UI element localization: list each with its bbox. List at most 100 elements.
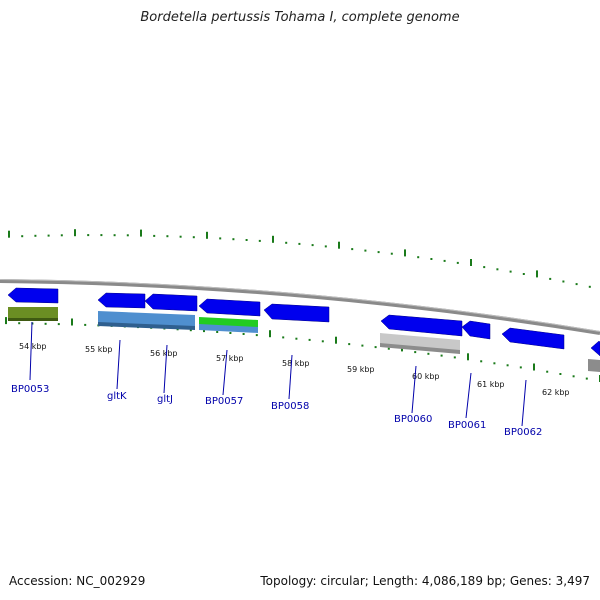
gene-arrow[interactable]	[590, 340, 600, 357]
leader-line	[411, 365, 417, 414]
feature-bar-olive-shade	[8, 318, 58, 321]
minor-tick	[324, 245, 327, 248]
minor-tick	[84, 323, 87, 326]
forward-strand-genes	[7, 287, 600, 357]
minor-tick	[232, 238, 235, 241]
minor-tick	[176, 328, 179, 331]
leader-line	[116, 339, 121, 390]
minor-tick	[519, 366, 522, 369]
feature-bar-gray-shade	[380, 343, 460, 354]
genome-backbone	[0, 279, 600, 335]
gene-label[interactable]: BP0058	[271, 401, 309, 412]
minor-tick	[575, 283, 578, 286]
feature-bar-gray-right[interactable]	[588, 359, 600, 372]
feature-bar-gray[interactable]	[380, 333, 460, 352]
major-tick	[404, 249, 406, 257]
gene-arrow[interactable]	[461, 320, 491, 340]
minor-tick	[572, 375, 575, 378]
minor-tick	[562, 280, 565, 283]
major-tick	[272, 235, 274, 243]
minor-tick	[229, 332, 232, 334]
minor-tick	[308, 338, 311, 341]
minor-tick	[189, 329, 192, 332]
leader-line	[222, 349, 228, 396]
tick-label: 59 kbp	[347, 365, 375, 374]
minor-tick	[377, 251, 380, 254]
major-tick	[470, 259, 472, 266]
gene-arrow[interactable]	[7, 287, 59, 304]
leader-line	[163, 344, 168, 394]
gene-label[interactable]: BP0061	[448, 420, 486, 431]
outer-tick-ring	[8, 229, 591, 288]
feature-bars	[8, 307, 600, 372]
minor-tick	[21, 235, 24, 238]
minor-tick	[440, 354, 443, 357]
minor-tick	[546, 370, 549, 373]
minor-tick	[390, 252, 393, 255]
gene-label[interactable]: gltK	[107, 391, 127, 402]
gene-label[interactable]: BP0053	[11, 384, 49, 395]
minor-tick	[496, 268, 499, 271]
feature-bar-olive[interactable]	[8, 307, 58, 320]
leader-line	[29, 321, 33, 381]
minor-tick	[387, 347, 390, 350]
minor-tick	[348, 343, 351, 346]
major-tick	[8, 230, 10, 238]
gene-arrow[interactable]	[97, 292, 146, 309]
tick-label: 56 kbp	[150, 349, 178, 358]
minor-tick	[179, 235, 182, 238]
genome-backbone-highlight	[0, 279, 600, 332]
gene-leader-lines	[29, 321, 527, 427]
minor-tick	[166, 235, 169, 238]
minor-tick	[427, 352, 430, 355]
major-tick	[533, 363, 535, 371]
gene-label[interactable]: BP0060	[394, 414, 432, 425]
minor-tick	[126, 234, 129, 237]
major-tick	[5, 317, 7, 325]
gene-arrow[interactable]	[263, 303, 330, 323]
minor-tick	[60, 234, 63, 237]
gene-labels: BP0053 gltK gltJ BP0057 BP0058 BP0060 BP…	[11, 384, 542, 438]
minor-tick	[285, 241, 288, 244]
tick-labels: 54 kbp 55 kbp 56 kbp 57 kbp 58 kbp 59 kb…	[19, 342, 570, 397]
minor-tick	[255, 334, 258, 337]
gene-label[interactable]: gltJ	[157, 394, 173, 405]
minor-tick	[374, 346, 377, 349]
gene-label[interactable]: BP0057	[205, 396, 243, 407]
minor-tick	[559, 373, 562, 375]
tick-label: 55 kbp	[85, 345, 113, 354]
gene-arrow[interactable]	[198, 298, 261, 317]
major-tick	[140, 229, 142, 237]
gene-arrow[interactable]	[144, 293, 198, 312]
minor-tick	[44, 322, 47, 325]
major-tick	[74, 229, 76, 237]
minor-tick	[361, 344, 364, 347]
minor-tick	[34, 234, 37, 237]
major-tick	[206, 231, 208, 239]
minor-tick	[47, 234, 50, 237]
minor-tick	[321, 340, 324, 343]
minor-tick	[480, 360, 483, 363]
minor-tick	[483, 266, 486, 269]
minor-tick	[258, 239, 261, 242]
minor-tick	[219, 237, 222, 240]
feature-bar-green-blue[interactable]	[199, 324, 258, 333]
tick-label: 54 kbp	[19, 342, 47, 351]
gene-label[interactable]: BP0062	[504, 427, 542, 438]
minor-tick	[417, 256, 420, 259]
genome-summary: Topology: circular; Length: 4,086,189 bp…	[260, 574, 590, 588]
minor-tick	[443, 259, 446, 262]
leader-line	[521, 379, 527, 427]
minor-tick	[585, 377, 588, 380]
minor-tick	[588, 285, 591, 288]
minor-tick	[57, 323, 60, 326]
gene-arrow[interactable]	[501, 327, 565, 350]
accession-label: Accession: NC_002929	[9, 574, 146, 588]
leader-line	[465, 372, 472, 419]
major-tick	[269, 330, 271, 338]
major-tick	[338, 241, 340, 249]
major-tick	[536, 270, 538, 278]
gene-arrow[interactable]	[380, 314, 463, 337]
minor-tick	[522, 273, 525, 275]
